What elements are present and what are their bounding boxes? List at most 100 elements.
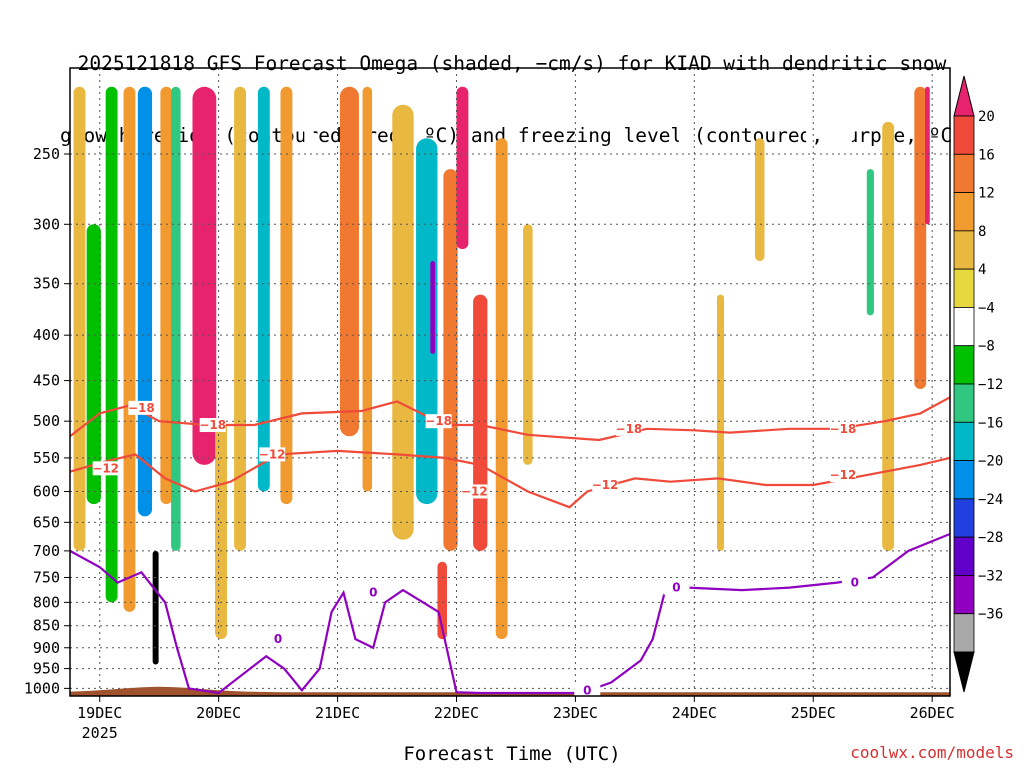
- y-tick-label: 950: [33, 660, 60, 678]
- contour-label-bg: [128, 400, 155, 415]
- omega-cell: [754, 138, 765, 262]
- x-tick-label: 25DEC: [791, 704, 836, 722]
- colorbar-segment: [953, 421, 975, 461]
- omega-cell: [123, 86, 136, 612]
- omega-cell: [171, 86, 181, 551]
- contour-label-bg: [592, 477, 619, 492]
- contour-line: [70, 449, 950, 509]
- contour-label: 0: [274, 632, 282, 646]
- colorbar-segment: [953, 307, 975, 347]
- colorbar-bottom-arrow: [953, 651, 975, 693]
- y-tick-label: 900: [33, 639, 60, 657]
- omega-cell: [362, 86, 373, 492]
- colorbar-label: −24: [978, 492, 1003, 508]
- colorbar-label: 4: [978, 262, 986, 278]
- omega-cell: [73, 86, 86, 551]
- colorbar-segment: [953, 268, 975, 308]
- omega-cell: [339, 86, 359, 437]
- colorbar-segment: [953, 498, 975, 538]
- x-tick-label: 23DEC: [553, 704, 598, 722]
- omega-cell: [192, 86, 217, 465]
- omega-cell: [866, 169, 874, 316]
- omega-cell: [160, 86, 173, 505]
- x-tick-label: 20DEC: [196, 704, 241, 722]
- omega-cell: [834, 121, 852, 422]
- x-axis-label: Forecast Time (UTC): [403, 743, 621, 765]
- x-tick-sublabel: 2025: [82, 724, 118, 742]
- colorbar-label: 16: [978, 147, 995, 163]
- omega-cell: [882, 121, 895, 551]
- omega-cell: [430, 261, 436, 354]
- omega-cell: [105, 86, 118, 603]
- omega-cell: [304, 86, 314, 505]
- contour-label: −18: [616, 422, 643, 436]
- y-tick-label: 600: [33, 482, 60, 500]
- y-tick-label: 550: [33, 449, 60, 467]
- omega-cell: [257, 86, 270, 492]
- omega-cell: [280, 86, 293, 505]
- colorbar-segment: [953, 575, 975, 615]
- contour-label: −18: [425, 414, 452, 428]
- colorbar-segment: [953, 192, 975, 232]
- contour-line: [70, 396, 950, 442]
- omega-cell: [806, 86, 814, 184]
- omega-cell: [605, 436, 613, 640]
- colorbar-label: −4: [978, 300, 995, 316]
- contour-label-bg: [360, 585, 387, 600]
- colorbar-segment: [953, 230, 975, 270]
- contour-label: 0: [851, 576, 859, 590]
- y-tick-label: 450: [33, 372, 60, 390]
- y-tick-label: 400: [33, 326, 60, 344]
- contour-label: −18: [830, 422, 857, 436]
- omega-cell: [443, 169, 458, 551]
- x-tick-label: 22DEC: [434, 704, 479, 722]
- omega-cell: [234, 86, 246, 551]
- contour-label-bg: [92, 461, 119, 476]
- colorbar-top-arrow: [953, 75, 975, 117]
- omega-cell: [523, 224, 533, 465]
- colorbar-label: 20: [978, 109, 995, 125]
- terrain-surface: [70, 686, 950, 696]
- contour-label: −18: [128, 401, 155, 415]
- y-tick-label: 1000: [24, 679, 60, 697]
- contour-label: 0: [583, 683, 591, 697]
- colorbar-label: −28: [978, 530, 1003, 546]
- colorbar-segment: [953, 153, 975, 193]
- colorbar-label: −20: [978, 454, 1003, 470]
- x-tick-label: 21DEC: [315, 704, 360, 722]
- omega-cell: [392, 104, 414, 540]
- contour-label: −12: [461, 484, 488, 498]
- colorbar-segment: [953, 115, 975, 155]
- y-tick-label: 850: [33, 617, 60, 635]
- y-tick-label: 650: [33, 513, 60, 531]
- omega-cell: [152, 550, 159, 665]
- x-tick-label: 26DEC: [910, 704, 955, 722]
- contour-label: −12: [592, 478, 619, 492]
- contour-label: −12: [259, 447, 286, 461]
- omega-cell: [86, 224, 101, 505]
- omega-cell: [473, 294, 488, 551]
- contour-label-bg: [663, 580, 690, 595]
- y-tick-label: 750: [33, 568, 60, 586]
- contour-label: 0: [672, 581, 680, 595]
- contour-label: −12: [830, 468, 857, 482]
- omega-cell: [456, 86, 469, 250]
- colorbar-segment: [953, 383, 975, 423]
- contour-label-bg: [829, 421, 856, 436]
- y-tick-label: 250: [33, 145, 60, 163]
- contour-label-bg: [425, 414, 452, 429]
- omega-cell: [914, 86, 927, 390]
- plot-frame: [69, 67, 951, 697]
- colorbar-segment: [953, 345, 975, 385]
- y-tick-label: 700: [33, 542, 60, 560]
- contour-label-bg: [829, 468, 856, 483]
- x-tick-label: 19DEC: [77, 704, 122, 722]
- omega-cell: [137, 86, 153, 517]
- omega-cell: [495, 138, 508, 640]
- y-tick-label: 350: [33, 275, 60, 293]
- x-tick-label: 24DEC: [672, 704, 717, 722]
- omega-cell: [925, 86, 930, 225]
- colorbar-label: −16: [978, 415, 1003, 431]
- omega-cell: [678, 104, 691, 505]
